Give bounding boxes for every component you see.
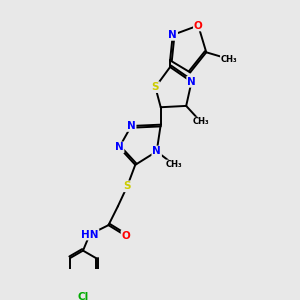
Text: CH₃: CH₃ — [166, 160, 182, 169]
Text: HN: HN — [81, 230, 98, 239]
Text: S: S — [152, 82, 159, 92]
Text: S: S — [124, 181, 131, 191]
Text: Cl: Cl — [77, 292, 88, 300]
Text: CH₃: CH₃ — [193, 118, 209, 127]
Text: N: N — [187, 77, 196, 87]
Text: N: N — [152, 146, 161, 157]
Text: CH₃: CH₃ — [221, 55, 237, 64]
Text: O: O — [122, 231, 130, 241]
Text: N: N — [127, 121, 136, 131]
Text: N: N — [168, 30, 177, 40]
Text: N: N — [115, 142, 124, 152]
Text: O: O — [194, 20, 203, 31]
